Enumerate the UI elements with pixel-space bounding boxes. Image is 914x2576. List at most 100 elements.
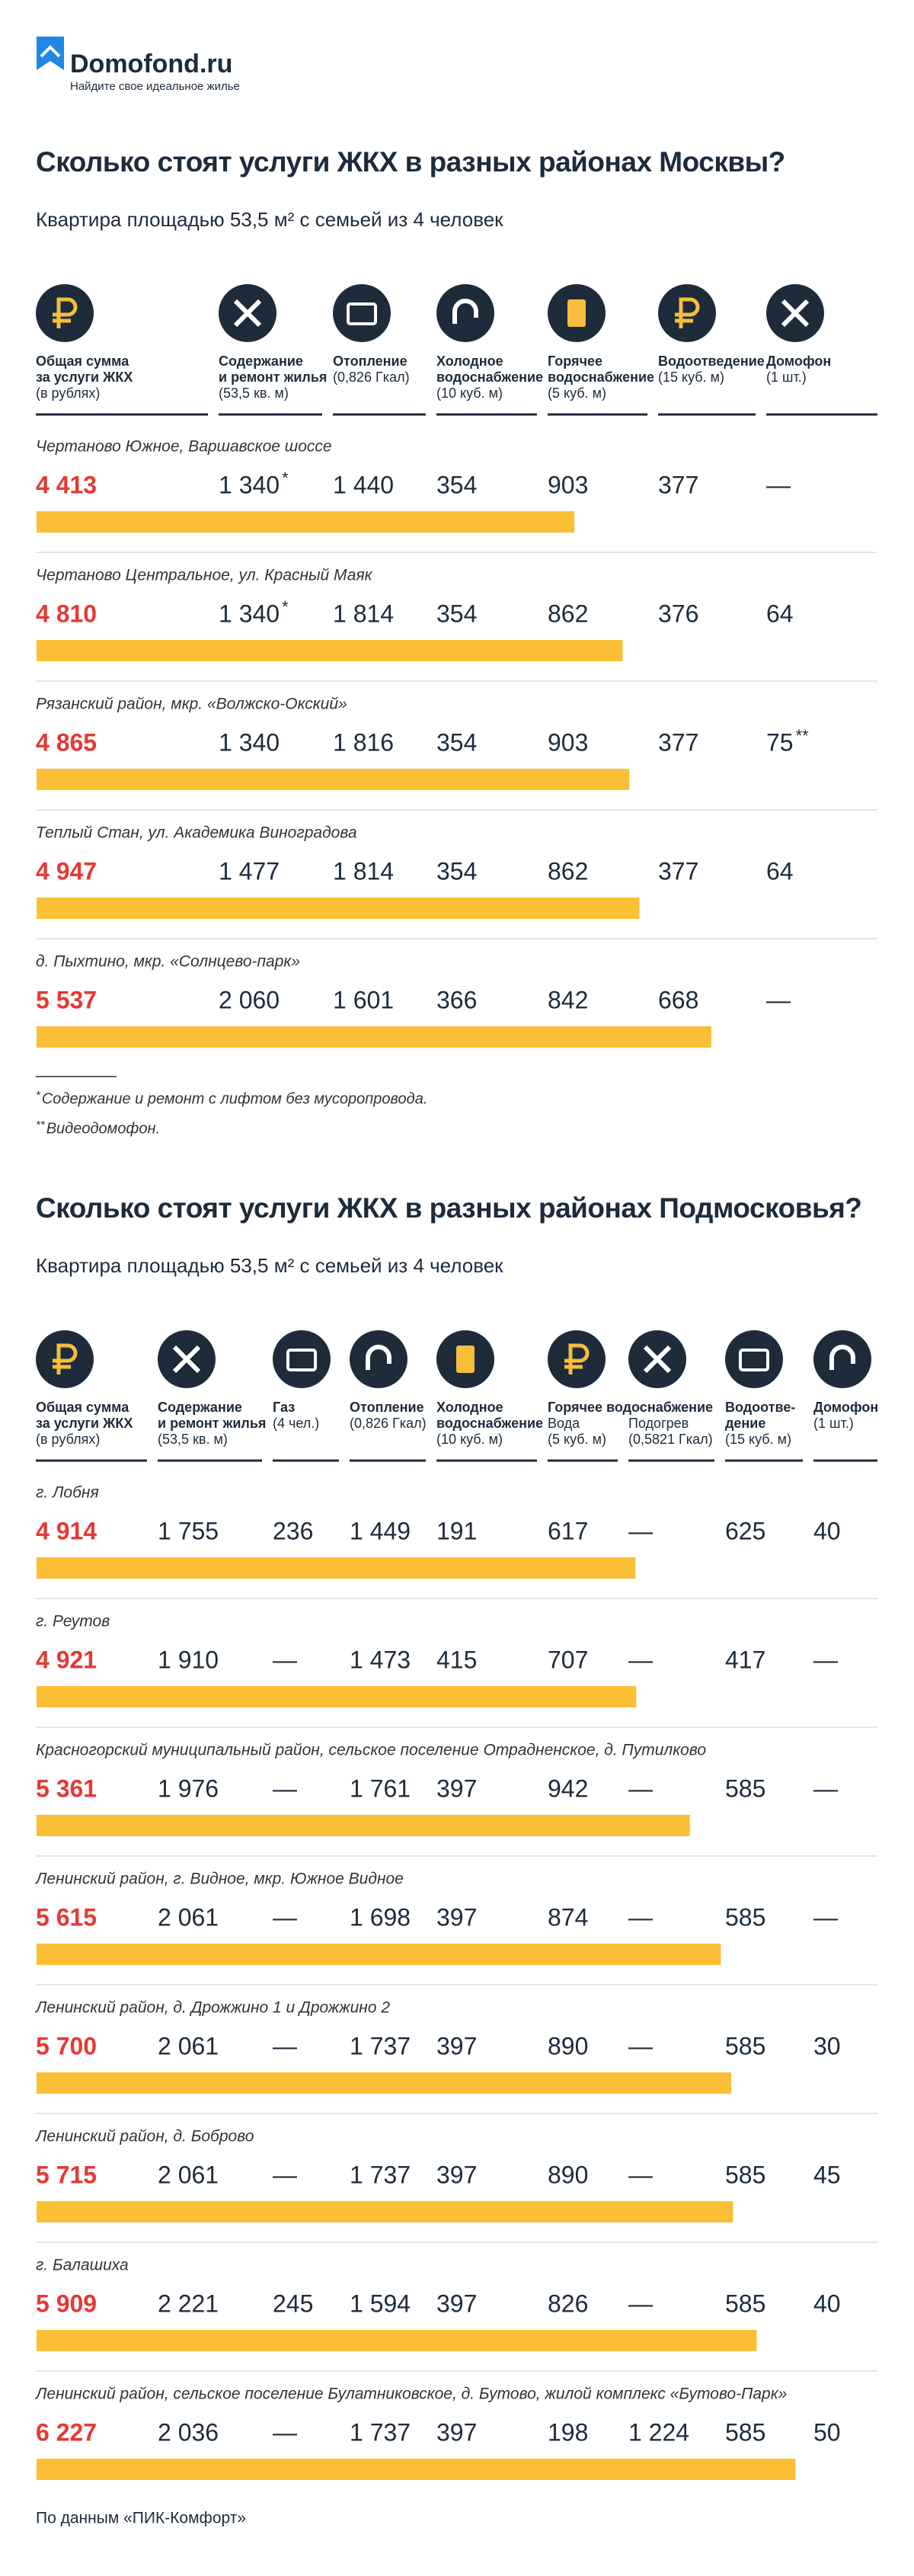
cell-value: 903 — [548, 471, 588, 498]
header-label: Содержание — [219, 354, 303, 369]
row-name: Чертаново Южное, Варшавское шоссе — [36, 438, 332, 456]
icon-glyph — [567, 299, 586, 327]
icon-glyph — [172, 1345, 201, 1374]
source: По данным «ПИК-Комфорт» — [36, 2510, 246, 2527]
row-total: 5 715 — [36, 2161, 97, 2188]
header-label: дение — [725, 1416, 765, 1431]
header-label: водоснабжение — [548, 370, 654, 385]
row-name: Теплый Стан, ул. Академика Виноградова — [36, 824, 357, 842]
icon-glyph — [675, 297, 700, 328]
cell-value: 1 698 — [350, 1903, 411, 1931]
cell-note: ** — [796, 726, 810, 745]
cell-value: 1 594 — [350, 2290, 411, 2317]
header-sub: Подогрев — [628, 1416, 689, 1431]
icon-circle — [436, 284, 494, 342]
cell-value: 2 061 — [158, 1903, 219, 1931]
header-label: и ремонт жилья — [219, 370, 327, 385]
header-sub: (0,5821 Гкал) — [628, 1432, 713, 1447]
total-bar — [37, 769, 630, 790]
cell-value: 874 — [548, 1903, 588, 1931]
cell-value: 30 — [813, 2032, 841, 2059]
cell-value: 1 340 — [219, 471, 280, 498]
row-total: 6 227 — [36, 2418, 97, 2446]
cell-value: 585 — [725, 2032, 765, 2059]
icon-glyph — [347, 302, 377, 325]
icon-glyph — [233, 299, 262, 328]
header-label: водоснабжение — [436, 1416, 543, 1431]
icon-glyph — [452, 299, 478, 324]
cell-value: 50 — [813, 2418, 841, 2446]
total-bar — [37, 2330, 757, 2351]
row-total: 4 413 — [36, 471, 97, 498]
header-sub: (0,826 Гкал) — [350, 1416, 427, 1431]
row-total: 5 361 — [36, 1774, 97, 1802]
cell-value: 1 737 — [350, 2418, 411, 2446]
cell-value: — — [813, 1646, 838, 1673]
row-total: 4 810 — [36, 600, 97, 627]
cell-value: 1 755 — [158, 1517, 219, 1544]
row-name: г. Реутов — [36, 1613, 110, 1630]
header-label: и ремонт жилья — [158, 1416, 266, 1431]
cell-value: 1 449 — [350, 1517, 411, 1544]
cell-value: 1 340 — [219, 600, 280, 627]
cell-value: 415 — [436, 1646, 477, 1673]
cell-value: 377 — [658, 471, 698, 498]
cell-value: 585 — [725, 1774, 765, 1802]
row-total: 5 909 — [36, 2290, 97, 2317]
icon-glyph — [781, 299, 810, 328]
cell-value: 1 737 — [350, 2032, 411, 2059]
cell-value: — — [628, 2290, 653, 2317]
icon-glyph — [456, 1346, 475, 1373]
header-label: Водоотве- — [725, 1400, 795, 1415]
cell-value: 40 — [813, 1517, 841, 1544]
cell-value: 64 — [766, 857, 794, 885]
footnote-text: Содержание и ремонт с лифтом без мусороп… — [42, 1090, 428, 1107]
header-sub: (5 куб. м) — [548, 386, 606, 401]
row-total: 5 700 — [36, 2032, 97, 2059]
header-sub: (0,826 Гкал) — [333, 370, 410, 385]
icon-glyph — [286, 1349, 317, 1371]
cell-value: 842 — [548, 986, 588, 1013]
header-label: Общая сумма — [36, 1400, 129, 1415]
cell-value: 376 — [658, 600, 698, 627]
cell-value: — — [273, 1903, 297, 1931]
header-group: Горячее водоснабжение — [548, 1400, 713, 1415]
header-label: Отопление — [350, 1400, 424, 1415]
header-sub: (в рублях) — [36, 386, 100, 401]
total-bar — [37, 1026, 711, 1048]
cell-value: 1 814 — [333, 600, 394, 627]
row-name: Ленинский район, д. Дрожжино 1 и Дрожжин… — [34, 1999, 390, 2017]
cell-value: 585 — [725, 2161, 765, 2188]
cell-value: 198 — [548, 2418, 588, 2446]
icon-circle — [333, 284, 391, 342]
icon-glyph — [53, 297, 78, 328]
cell-value: — — [273, 1646, 297, 1673]
cell-value: — — [628, 1903, 653, 1931]
cell-value: 862 — [548, 857, 588, 885]
icon-glyph — [739, 1349, 769, 1371]
row-name: Ленинский район, д. Боброво — [34, 2128, 254, 2146]
cell-value: 1 340 — [219, 728, 280, 756]
cell-value: 1 440 — [333, 471, 394, 498]
icon-glyph — [53, 1343, 78, 1374]
cell-value: 377 — [658, 728, 698, 756]
cell-value: 354 — [436, 471, 477, 498]
section-subtitle: Квартира площадью 53,5 м² с семьей из 4 … — [36, 1254, 503, 1277]
cell-value: — — [273, 2161, 297, 2188]
row-name: Ленинский район, г. Видное, мкр. Южное В… — [34, 1870, 404, 1888]
cell-value: 366 — [436, 986, 477, 1013]
header-label: Общая сумма — [36, 354, 129, 369]
total-bar — [37, 2459, 796, 2480]
row-name: Ленинский район, сельское поселение Була… — [34, 2386, 787, 2403]
cell-value: 417 — [725, 1646, 765, 1673]
total-bar — [37, 1557, 636, 1579]
section-subtitle: Квартира площадью 53,5 м² с семьей из 4 … — [36, 208, 503, 231]
header-sub: (1 шт.) — [813, 1416, 854, 1431]
icon-circle — [725, 1330, 783, 1388]
cell-value: — — [273, 2418, 297, 2446]
footnote-mark: ** — [36, 1118, 46, 1131]
cell-value: 1 601 — [333, 986, 394, 1013]
cell-value: — — [273, 1774, 297, 1802]
header-sub: (53,5 кв. м) — [219, 386, 289, 401]
